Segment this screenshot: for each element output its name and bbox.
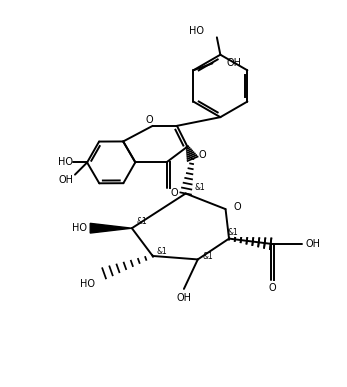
- Text: O: O: [233, 202, 241, 212]
- Text: OH: OH: [176, 293, 192, 303]
- Text: &1: &1: [157, 247, 168, 256]
- Text: HO: HO: [189, 26, 204, 36]
- Polygon shape: [90, 223, 132, 233]
- Text: OH: OH: [59, 175, 74, 185]
- Text: O: O: [269, 283, 276, 293]
- Text: &1: &1: [203, 252, 214, 261]
- Text: O: O: [171, 188, 178, 199]
- Text: HO: HO: [72, 223, 87, 233]
- Text: O: O: [145, 115, 153, 125]
- Text: HO: HO: [58, 158, 73, 168]
- Text: OH: OH: [305, 239, 320, 249]
- Text: O: O: [199, 150, 206, 160]
- Text: OH: OH: [226, 58, 241, 68]
- Text: &1: &1: [227, 228, 238, 237]
- Text: HO: HO: [81, 279, 95, 289]
- Text: &1: &1: [136, 217, 147, 226]
- Text: &1: &1: [194, 183, 205, 192]
